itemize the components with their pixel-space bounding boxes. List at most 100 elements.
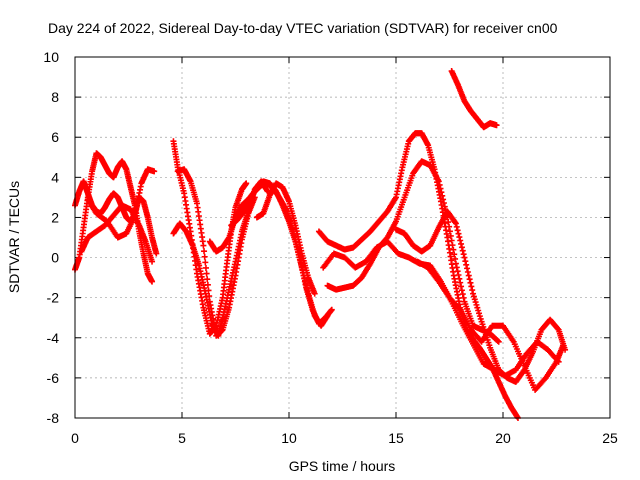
series-sat-j [253,180,318,297]
series-sat-m [320,238,562,379]
data-point-marker [453,264,460,271]
series-sat-p [448,68,500,131]
data-point-marker [151,168,158,175]
data-point-marker [470,290,477,297]
data-point-marker [472,299,479,306]
axis-ticks: 0 5 10 15 20 25 -8 -6 -4 -2 0 2 4 6 8 10 [43,49,618,446]
data-point-marker [464,265,471,272]
y-tick-label: -8 [47,410,60,426]
data-point-marker [439,192,446,199]
data-point-marker [457,279,464,286]
data-point-marker [469,287,476,294]
data-point-marker [477,315,484,322]
x-tick-label: 15 [388,430,404,446]
data-point-marker [468,283,475,290]
plot-frame [74,56,611,419]
x-tick-label: 5 [178,430,186,446]
data-point-marker [458,287,465,294]
y-tick-label: 2 [51,209,59,225]
x-tick-label: 10 [281,430,297,446]
data-point-marker [153,250,160,257]
data-point-marker [459,291,466,298]
data-point-marker [458,283,465,290]
x-tick-label: 25 [602,430,618,446]
data-point-marker [463,261,470,268]
data-point-marker [438,189,445,196]
data-point-marker [476,313,483,320]
data-point-marker [466,276,473,283]
data-point-marker [554,325,561,332]
data-point-marker [454,227,461,234]
data-point-marker [471,296,478,303]
data-point-marker [474,304,481,311]
data-point-marker [453,223,460,230]
data-point-marker [324,312,331,319]
data-point-marker [467,279,474,286]
series-sat-d [84,166,158,241]
data-point-marker [452,260,459,267]
data-point-marker [452,220,459,227]
y-tick-label: -6 [47,370,60,386]
y-tick-label: -2 [47,290,60,306]
series-sat-c [78,202,156,265]
data-point-marker [464,268,471,275]
y-tick-label: 8 [51,89,59,105]
series-sat-k [315,130,521,421]
data-point-marker [450,246,457,253]
data-point-marker [456,234,463,241]
data-points [72,68,569,421]
data-point-marker [457,237,464,244]
data-point-marker [149,278,156,285]
data-point-marker [459,247,466,254]
data-point-marker [465,272,472,279]
data-point-marker [200,242,207,249]
y-tick-label: 6 [51,129,59,145]
data-point-marker [458,244,465,251]
y-tick-label: 4 [51,169,59,185]
data-point-marker [476,310,483,317]
data-point-marker [311,290,318,297]
data-point-marker [441,203,448,210]
data-point-marker [437,185,444,192]
data-point-marker [202,259,209,266]
y-tick-label: 10 [43,49,59,65]
data-point-marker [445,219,452,226]
data-point-marker [440,200,447,207]
data-point-marker [473,301,480,308]
series-sat-i [228,178,331,329]
data-point-marker [149,258,156,265]
data-point-marker [449,242,456,249]
x-axis-label: GPS time / hours [289,458,396,474]
y-tick-label: -4 [47,330,60,346]
data-point-marker [202,264,209,271]
data-point-marker [494,337,501,344]
series-sat-n [393,208,569,385]
y-axis-label: SDTVAR / TECUs [6,181,22,293]
data-point-marker [493,122,500,129]
data-point-marker [435,178,442,185]
series-sat-l [324,158,502,345]
data-point-marker [201,248,208,255]
data-point-marker [470,293,477,300]
series-sat-o [414,258,566,393]
data-point-marker [455,230,462,237]
data-point-marker [447,232,454,239]
data-point-marker [440,196,447,203]
data-point-marker [203,270,210,277]
data-point-marker [455,272,462,279]
data-point-marker [201,253,208,260]
data-point-marker [460,251,467,258]
data-point-marker [451,251,458,258]
chart-title: Day 224 of 2022, Sidereal Day-to-day VTE… [48,20,558,36]
data-point-marker [456,275,463,282]
data-point-marker [475,307,482,314]
data-point-marker [460,294,467,301]
data-point-marker [446,228,453,235]
data-point-marker [436,181,443,188]
data-point-marker [495,338,502,345]
x-tick-label: 20 [495,430,511,446]
data-point-marker [559,342,566,349]
data-point-marker [462,258,469,265]
y-tick-label: 0 [51,250,59,266]
